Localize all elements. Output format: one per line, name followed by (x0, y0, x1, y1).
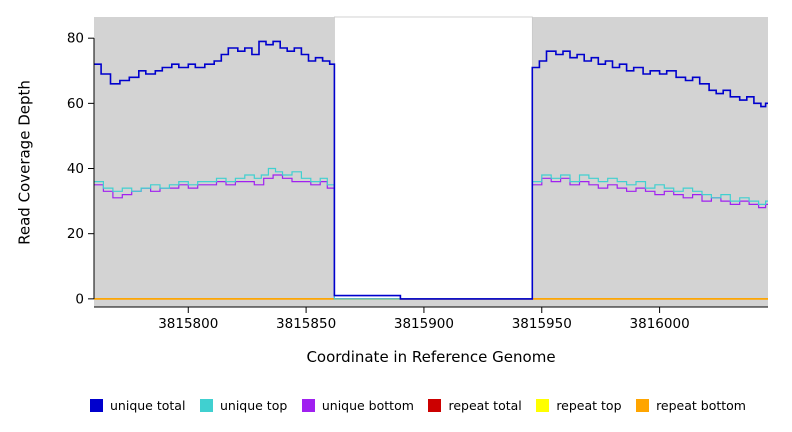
legend-item-unique-bottom: unique bottom (301, 398, 414, 413)
series-line-unique-total (94, 40, 768, 300)
legend-item-unique-top: unique top (199, 398, 288, 413)
x-tick-label: 3816000 (630, 316, 690, 332)
x-tick-label: 3815900 (394, 316, 454, 332)
legend-label: repeat bottom (656, 398, 746, 413)
legend-item-repeat-total: repeat total (428, 398, 522, 413)
y-tick-label: 80 (67, 31, 84, 47)
y-tick-label: 20 (67, 226, 84, 242)
legend-item-repeat-top: repeat top (536, 398, 622, 413)
legend-swatch (536, 399, 550, 412)
legend-label: repeat total (448, 398, 522, 413)
legend-swatch (636, 399, 650, 412)
gap-region (333, 16, 533, 300)
y-tick-label: 60 (67, 96, 84, 112)
coverage-plot: 3815800 3815850 3815900 3815950 3816000 0 20 40… (67, 16, 768, 332)
x-tick-label: 3815800 (158, 316, 218, 332)
y-axis-title: Read Coverage Depth (15, 80, 34, 245)
x-tick-label: 3815950 (512, 316, 572, 332)
legend-item-repeat-bottom: repeat bottom (636, 398, 746, 413)
y-tick-label: 0 (75, 291, 84, 307)
legend-swatch (301, 399, 315, 412)
legend-label: repeat top (556, 398, 622, 413)
series-line-unique-top (94, 167, 768, 300)
legend-label: unique bottom (321, 398, 414, 413)
legend-label: unique total (110, 398, 186, 413)
y-tick-label: 40 (67, 161, 84, 177)
legend-swatch (90, 399, 103, 412)
legend-label: unique top (219, 398, 288, 413)
legend-item-unique-total: unique total (90, 398, 185, 413)
legend-swatch (199, 399, 213, 412)
x-tick-label: 3815850 (276, 316, 336, 332)
x-axis-title: Coordinate in Reference Genome (306, 348, 556, 366)
legend-swatch (428, 399, 442, 412)
legend: unique total unique top unique bottom re… (90, 398, 746, 413)
